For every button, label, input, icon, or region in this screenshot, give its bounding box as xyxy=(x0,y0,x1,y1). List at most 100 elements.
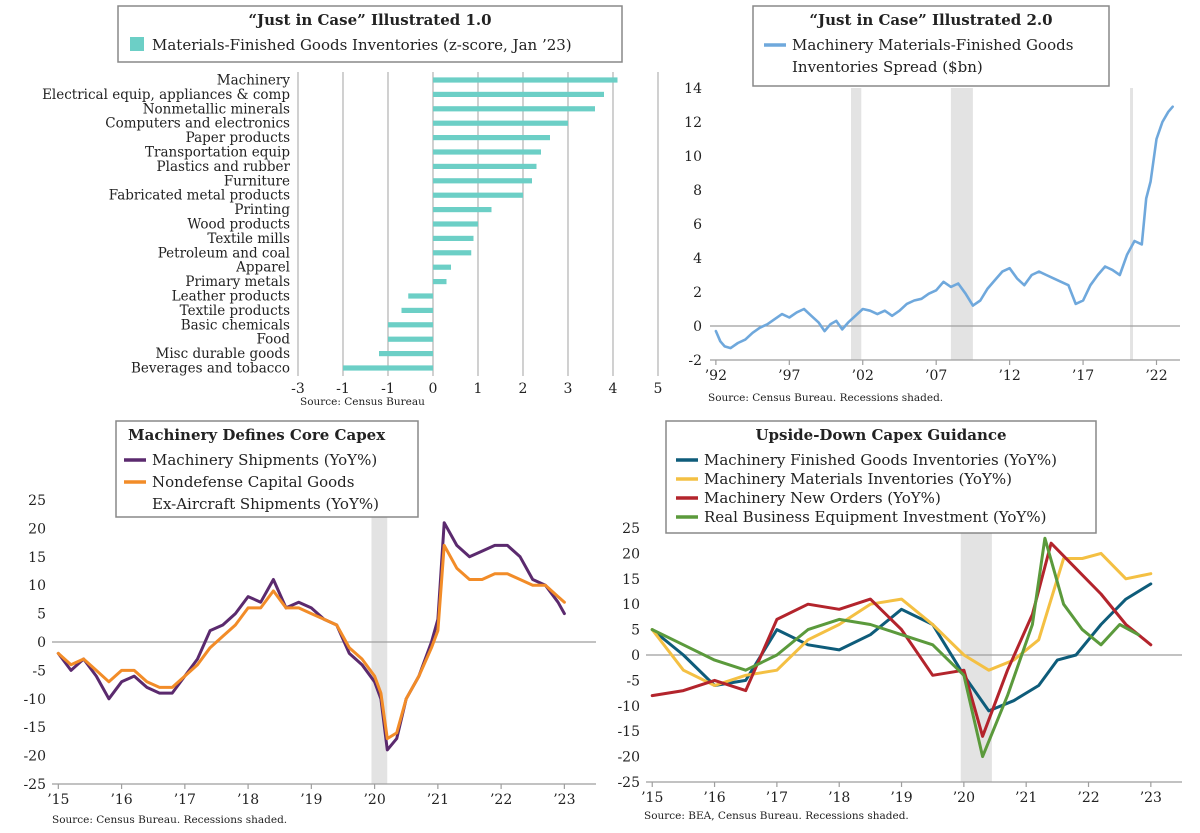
x-tick-labels: ’15 ’16 ’17 ’18 ’19 ’20 ’21 ’22 ’23 xyxy=(641,782,1162,806)
bar xyxy=(433,135,550,141)
recession-band xyxy=(1130,88,1133,360)
category-label: Textile mills xyxy=(207,231,290,247)
panel-core-capex: 25 20 15 10 5 0 -5 -10 -15 -20 -25 ’15 ’16 ’17 ’18 ’19… xyxy=(0,415,600,833)
category-label: Plastics and rubber xyxy=(157,159,291,175)
panel-capex-guidance: 25 20 15 10 5 0 -5 -10 -15 -20 -25 ’15 ’16 ’17 ’18 ’19… xyxy=(600,415,1200,833)
category-label: Computers and electronics xyxy=(105,116,290,132)
y-tick-labels: 25 20 15 10 5 0 -5 -10 -15 -20 -25 xyxy=(617,521,640,791)
category-label: Electrical equip, appliances & comp xyxy=(42,87,290,103)
x-tick-label: ’17 xyxy=(766,790,788,806)
spread-line-chart-svg: -2 0 2 4 6 8 10 12 14 ’92 ’97 ’02 ’07 ’12 ’17 ’22 “Jus… xyxy=(684,5,1180,404)
legend-box xyxy=(117,5,623,63)
legend-label-nondefense-2: Ex-Aircraft Shipments (YoY%) xyxy=(152,495,379,513)
legend-label-nondefense: Nondefense Capital Goods xyxy=(152,473,354,491)
bar xyxy=(433,77,618,83)
series-line-0 xyxy=(650,582,1153,713)
capex-guidance-line-chart-svg: 25 20 15 10 5 0 -5 -10 -15 -20 -25 ’15 ’16 ’17 ’18 ’19… xyxy=(617,420,1182,822)
x-tick-label: ’02 xyxy=(852,368,874,384)
x-tick-label: ’23 xyxy=(1140,790,1162,806)
category-label: Transportation equip xyxy=(145,145,290,161)
y-tick-label: 25 xyxy=(28,493,46,509)
bar xyxy=(433,264,451,270)
legend-label-2: Inventories Spread ($bn) xyxy=(792,58,983,76)
legend-box xyxy=(115,420,419,518)
y-tick-label: 15 xyxy=(28,550,46,566)
category-label: Apparel xyxy=(235,260,290,276)
y-tick-label: 15 xyxy=(622,572,640,588)
legend-label-investment: Real Business Equipment Investment (YoY%… xyxy=(704,508,1046,526)
y-tick-label: -2 xyxy=(688,353,702,369)
chart-title: “Just in Case” Illustrated 1.0 xyxy=(248,11,491,29)
series-line-1 xyxy=(56,543,566,741)
series-line-0 xyxy=(56,521,566,752)
y-tick-label: -15 xyxy=(23,720,46,736)
legend-label-materials: Machinery Materials Inventories (YoY%) xyxy=(704,470,1012,488)
y-tick-label: 10 xyxy=(28,578,46,594)
category-label: Beverages and tobacco xyxy=(131,361,290,377)
x-tick-label: ’20 xyxy=(363,792,385,808)
bar xyxy=(433,178,532,184)
y-tick-label: 5 xyxy=(631,623,640,639)
y-tick-label: 10 xyxy=(684,149,702,165)
x-tick-labels: ’15 ’16 ’17 ’18 ’19 ’20 ’21 ’22 ’23 xyxy=(47,784,576,808)
x-tick-label: ’23 xyxy=(553,792,575,808)
y-tick-label: -5 xyxy=(626,673,640,689)
source-note: Source: Census Bureau xyxy=(300,396,425,408)
legend-label: Materials-Finished Goods Inventories (z-… xyxy=(152,36,572,54)
category-label: Machinery xyxy=(217,73,291,89)
x-tick-label: 5 xyxy=(654,381,663,397)
y-tick-label: 20 xyxy=(622,546,640,562)
recession-bands xyxy=(710,88,1180,361)
bars xyxy=(343,77,618,371)
bar xyxy=(433,149,541,155)
x-tick-label: ’16 xyxy=(110,792,132,808)
recession-bands xyxy=(646,528,1182,783)
bar xyxy=(433,163,537,169)
bar xyxy=(433,250,472,256)
x-tick-label: ’22 xyxy=(490,792,512,808)
category-label: Nonmetallic minerals xyxy=(143,101,290,117)
category-label: Printing xyxy=(234,202,290,218)
y-tick-label: -10 xyxy=(23,692,46,708)
x-tick-label: ’22 xyxy=(1145,368,1167,384)
y-tick-label: 12 xyxy=(684,115,702,131)
x-tick-label: 2 xyxy=(519,381,528,397)
series-line-3 xyxy=(650,536,1140,759)
x-tick-label: ’15 xyxy=(47,792,69,808)
y-tick-label: -20 xyxy=(617,750,640,766)
bar xyxy=(433,91,604,97)
y-tick-label: -20 xyxy=(23,749,46,765)
x-tick-label: 4 xyxy=(609,381,618,397)
y-tick-label: 25 xyxy=(622,521,640,537)
bar xyxy=(388,336,433,342)
x-tick-label: ’22 xyxy=(1077,790,1099,806)
chart-title: “Just in Case” Illustrated 2.0 xyxy=(809,11,1052,29)
chart-title: Machinery Defines Core Capex xyxy=(128,426,386,444)
y-tick-label: 5 xyxy=(37,607,46,623)
x-tick-label: -1 xyxy=(336,381,350,397)
category-label: Furniture xyxy=(224,173,290,189)
x-tick-label: 0 xyxy=(429,381,438,397)
category-label: Textile products xyxy=(180,303,290,319)
bar xyxy=(401,307,433,313)
series-line-1 xyxy=(650,551,1153,687)
x-tick-label: ’17 xyxy=(1072,368,1094,384)
panel-just-in-case-2: -2 0 2 4 6 8 10 12 14 ’92 ’97 ’02 ’07 ’12 ’17 ’22 “Jus… xyxy=(640,0,1200,415)
series-line-2 xyxy=(650,541,1153,738)
x-tick-label: ’12 xyxy=(998,368,1020,384)
recession-band xyxy=(851,88,862,360)
x-tick-label: ’15 xyxy=(641,790,663,806)
y-tick-label: 20 xyxy=(28,521,46,537)
category-label: Basic chemicals xyxy=(181,317,290,333)
legend-label: Machinery Materials-Finished Goods xyxy=(792,36,1073,54)
category-label: Fabricated metal products xyxy=(109,188,290,204)
y-tick-label: -25 xyxy=(617,775,640,791)
category-label: Food xyxy=(256,332,290,348)
bar xyxy=(343,365,433,371)
category-label: Primary metals xyxy=(185,274,290,290)
bar xyxy=(388,322,433,328)
y-tick-label: 0 xyxy=(37,635,46,651)
series-line-0 xyxy=(714,105,1175,350)
y-tick-label: 6 xyxy=(693,217,702,233)
